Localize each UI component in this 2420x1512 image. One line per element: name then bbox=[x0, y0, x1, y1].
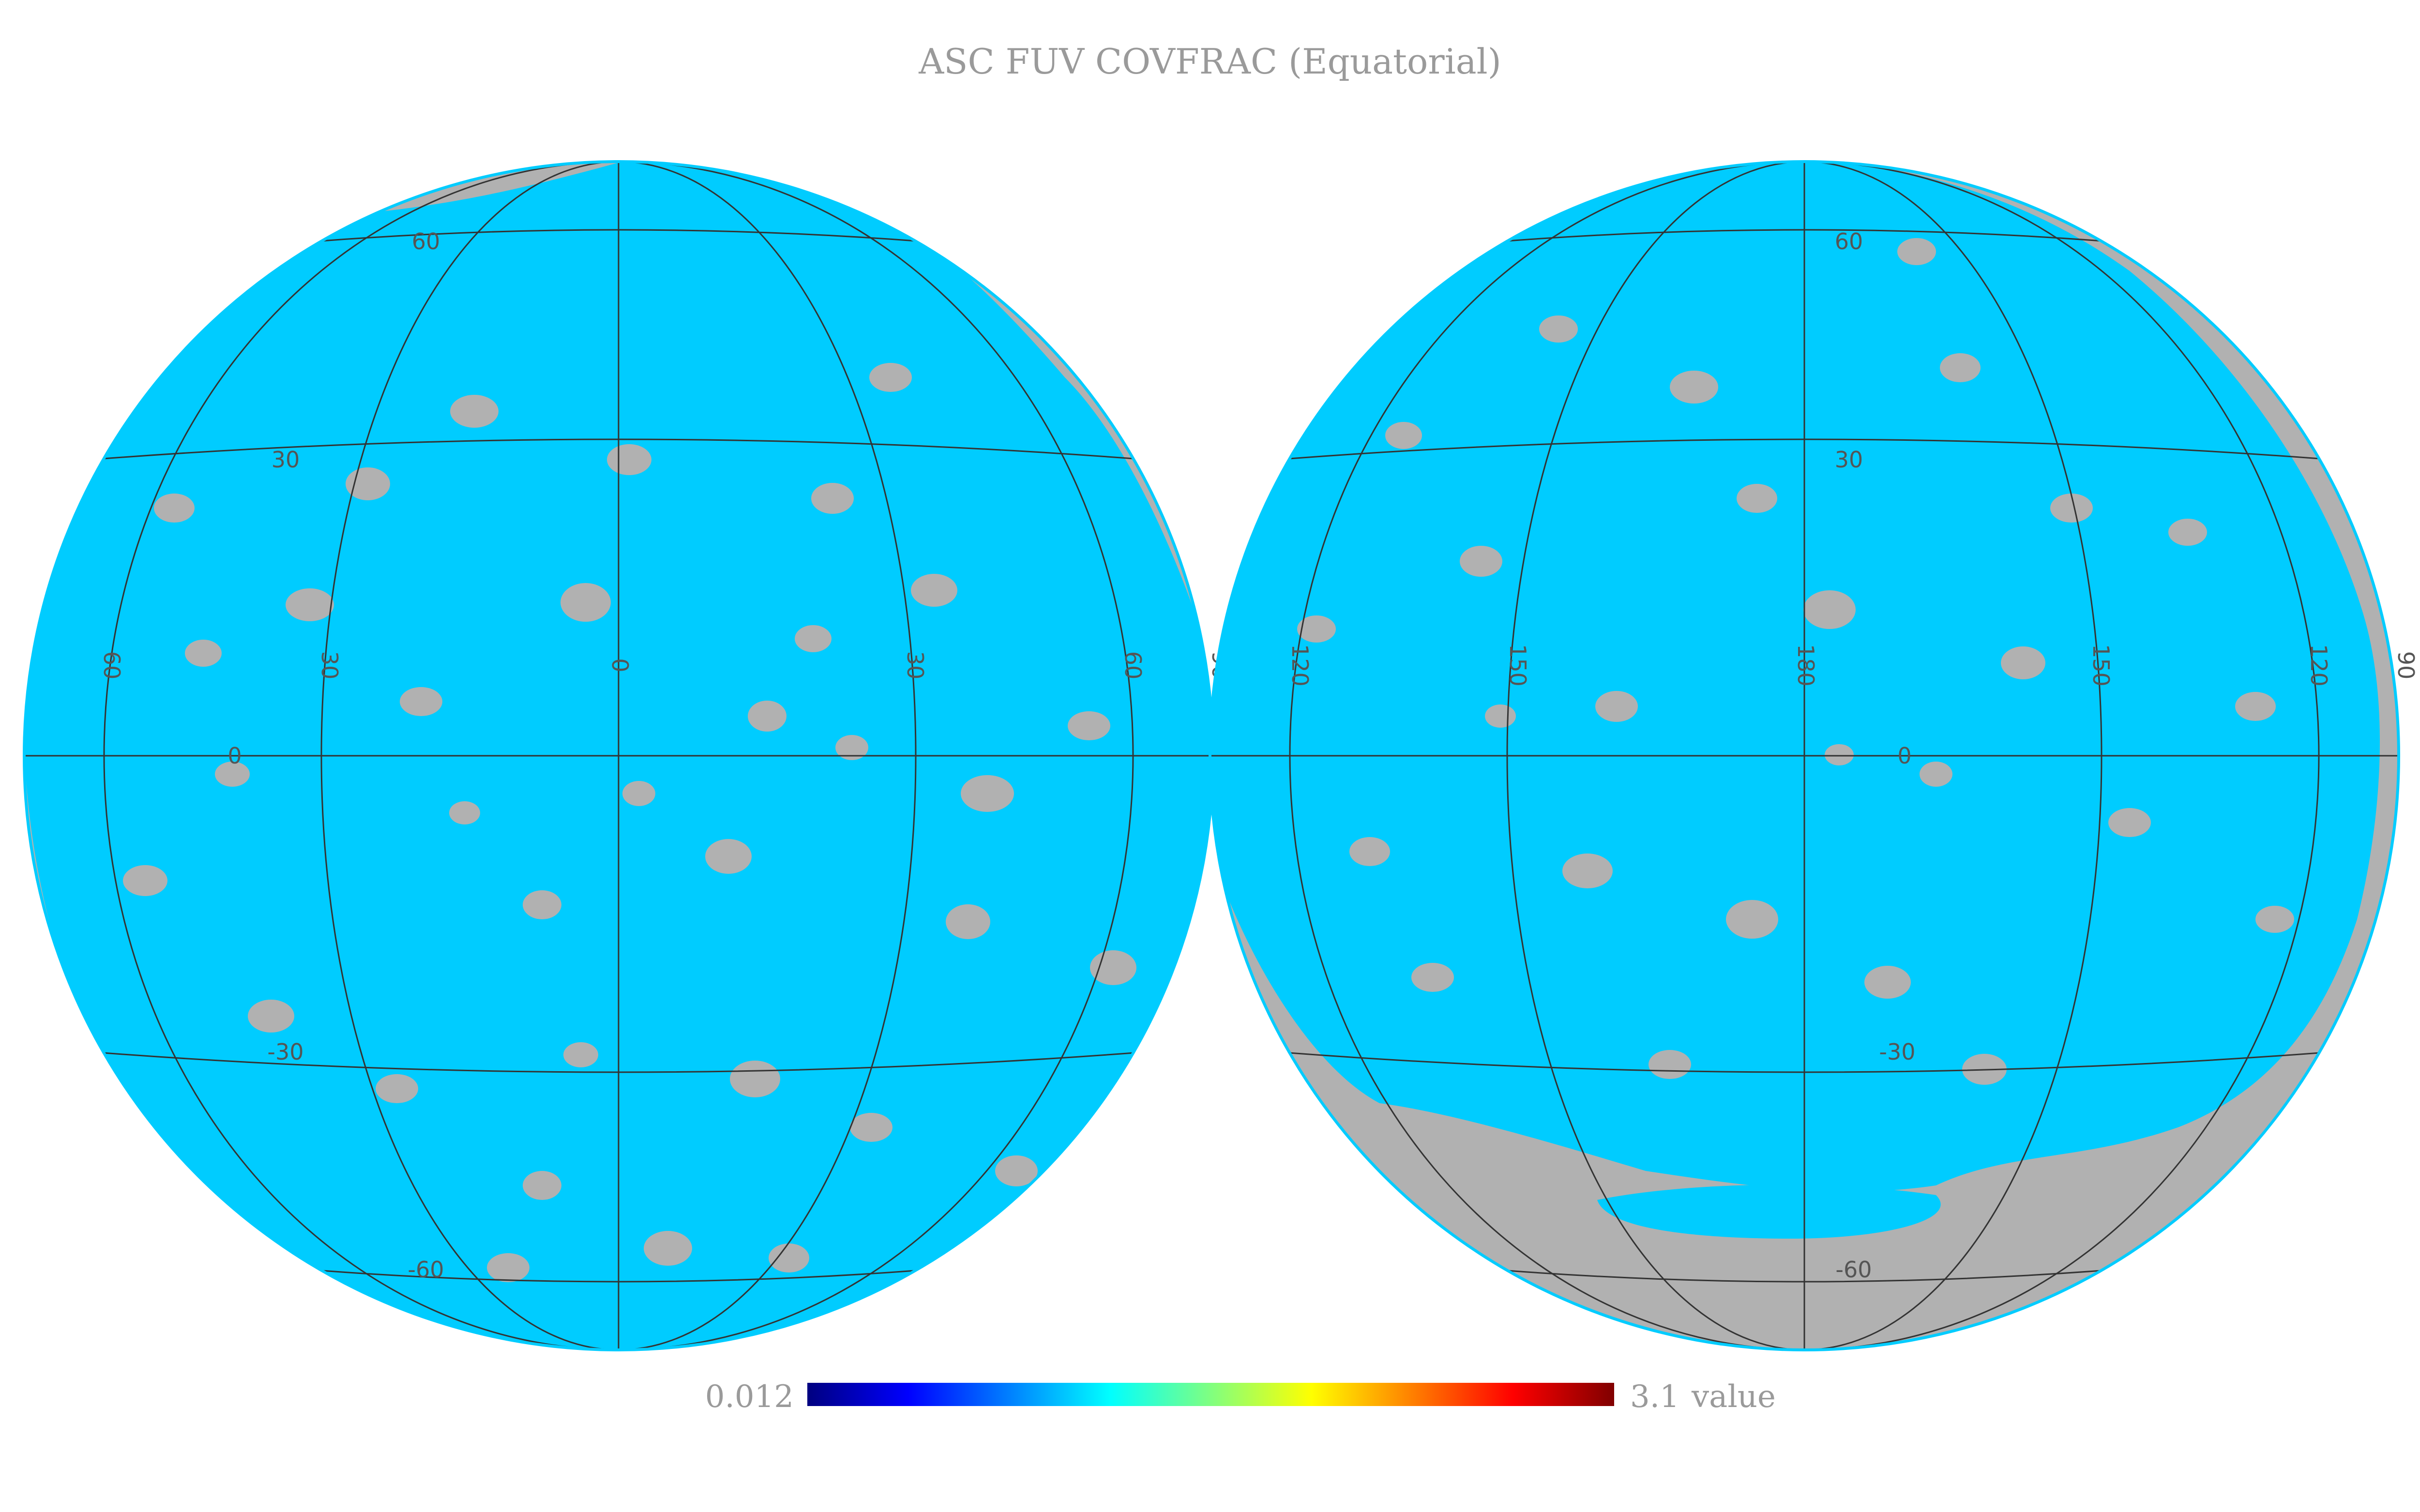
colorbar-min-label: 0.012 bbox=[705, 1379, 794, 1415]
ra-labels-right: 120 150 180 150 120 90 bbox=[1287, 644, 2419, 687]
ra-label: 0 bbox=[607, 658, 633, 672]
ra-label: 150 bbox=[2088, 644, 2114, 687]
ra-label: 60 bbox=[99, 651, 125, 680]
dec-labels-left: 60 30 0 -30 -60 bbox=[227, 228, 444, 1283]
dec-label: -30 bbox=[1879, 1039, 1915, 1065]
coverage-region-right-south bbox=[1597, 1184, 1941, 1239]
coverage-left bbox=[24, 162, 1213, 1350]
coverage-region-left-north bbox=[290, 217, 537, 320]
dec-labels-right: 60 30 0 -30 -60 bbox=[1835, 228, 1916, 1283]
dec-label: -30 bbox=[267, 1039, 303, 1065]
dec-label: -60 bbox=[408, 1257, 444, 1283]
dec-label: 0 bbox=[1897, 743, 1911, 769]
map-title: ASC FUV COVFRAC (Equatorial) bbox=[918, 41, 1501, 82]
coverage-region-left-main bbox=[24, 162, 1213, 1350]
hemisphere-left: 60 30 0 -30 -60 60 30 0 30 60 90 bbox=[23, 160, 1233, 1351]
ra-label: 120 bbox=[1287, 644, 1313, 687]
coverage-gaps-right bbox=[1297, 238, 2294, 1085]
dec-label: 60 bbox=[1835, 228, 1863, 254]
dec-label: -60 bbox=[1835, 1257, 1872, 1283]
hemisphere-right-border bbox=[1209, 160, 2400, 1351]
ra-label: 90 bbox=[2393, 651, 2419, 680]
colorbar-gradient bbox=[807, 1383, 1614, 1406]
hemisphere-right: 60 30 0 -30 -60 120 150 180 150 120 90 bbox=[1209, 160, 2419, 1351]
colorbar-max-label: 3.1 bbox=[1630, 1379, 1679, 1415]
colorbar: 0.012 3.1 value bbox=[705, 1379, 1776, 1415]
dec-label: 30 bbox=[1835, 447, 1863, 473]
ra-label: 60 bbox=[1120, 651, 1146, 680]
colorbar-unit-label: value bbox=[1691, 1379, 1776, 1415]
ra-label: 30 bbox=[317, 651, 343, 680]
dec-label: 60 bbox=[412, 228, 440, 254]
ra-label: 120 bbox=[2306, 644, 2332, 687]
dec-label: 0 bbox=[227, 743, 242, 769]
ra-label: 150 bbox=[1505, 644, 1531, 687]
dec-label: 30 bbox=[272, 447, 300, 473]
ra-label: 30 bbox=[902, 651, 928, 680]
ra-label: 180 bbox=[1793, 644, 1819, 687]
